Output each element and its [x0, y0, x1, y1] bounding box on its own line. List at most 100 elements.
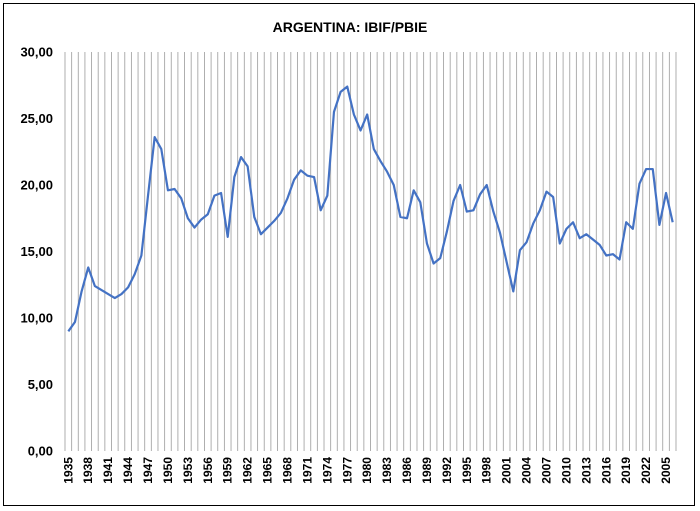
- data-point: [506, 261, 508, 263]
- data-point: [605, 254, 607, 256]
- data-point: [599, 244, 601, 246]
- data-point: [340, 91, 342, 93]
- data-point: [346, 86, 348, 88]
- x-tick-label: 1965: [261, 457, 275, 484]
- y-tick-label: 20,00: [20, 178, 53, 193]
- data-point: [433, 262, 435, 264]
- data-point: [81, 290, 83, 292]
- data-point: [87, 266, 89, 268]
- x-tick-label: 2005: [659, 457, 673, 484]
- x-tick-label: 1977: [340, 457, 354, 484]
- x-tick-label: 1989: [420, 457, 434, 484]
- y-tick-label: 5,00: [28, 377, 53, 392]
- data-point: [180, 197, 182, 199]
- x-tick-label: 1980: [360, 457, 374, 484]
- data-point: [638, 183, 640, 185]
- data-point: [227, 236, 229, 238]
- series-line: [67, 85, 674, 332]
- data-point: [453, 200, 455, 202]
- data-point: [67, 330, 69, 332]
- data-point: [406, 217, 408, 219]
- data-point: [592, 239, 594, 241]
- data-point: [459, 184, 461, 186]
- y-tick-label: 15,00: [20, 244, 53, 259]
- data-point: [439, 257, 441, 259]
- data-point: [120, 293, 122, 295]
- data-point: [260, 233, 262, 235]
- data-point: [379, 160, 381, 162]
- data-point: [565, 228, 567, 230]
- data-point: [127, 286, 129, 288]
- data-point: [326, 195, 328, 197]
- data-point: [154, 136, 156, 138]
- data-point: [333, 111, 335, 113]
- x-tick-label: 1950: [161, 457, 175, 484]
- data-point: [486, 184, 488, 186]
- x-tick-label: 1992: [440, 457, 454, 484]
- x-tick-label: 2016: [599, 457, 613, 484]
- data-point: [652, 168, 654, 170]
- x-tick-label: 1941: [101, 457, 115, 484]
- data-point: [672, 221, 674, 223]
- data-point: [619, 258, 621, 260]
- data-point: [313, 176, 315, 178]
- data-point: [625, 221, 627, 223]
- data-point: [658, 224, 660, 226]
- data-point: [612, 253, 614, 255]
- data-point: [160, 148, 162, 150]
- x-tick-label: 1935: [61, 457, 75, 484]
- data-point: [426, 243, 428, 245]
- y-tick-label: 25,00: [20, 111, 53, 126]
- gridlines: [64, 52, 677, 451]
- data-point: [446, 231, 448, 233]
- data-point: [585, 233, 587, 235]
- x-tick-label: 2004: [520, 457, 534, 484]
- data-point: [306, 175, 308, 177]
- data-point: [492, 211, 494, 213]
- x-tick-label: 1938: [81, 457, 95, 484]
- data-point: [665, 192, 667, 194]
- data-point: [360, 129, 362, 131]
- data-point: [114, 297, 116, 299]
- x-tick-label: 1953: [181, 457, 195, 484]
- x-tick-label: 1959: [221, 457, 235, 484]
- data-point: [187, 217, 189, 219]
- data-point: [393, 184, 395, 186]
- x-tick-label: 1995: [460, 457, 474, 484]
- data-point: [532, 223, 534, 225]
- x-tick-label: 1956: [201, 457, 215, 484]
- data-point: [140, 254, 142, 256]
- x-tick-label: 1971: [300, 457, 314, 484]
- data-point: [413, 189, 415, 191]
- data-point: [519, 249, 521, 251]
- data-point: [419, 201, 421, 203]
- y-axis: 0,00 5,00 10,00 15,00 20,00 25,00 30,00: [20, 45, 53, 459]
- data-point: [220, 192, 222, 194]
- x-tick-label: 2013: [579, 457, 593, 484]
- data-point: [74, 321, 76, 323]
- data-point: [579, 237, 581, 239]
- y-tick-label: 30,00: [20, 45, 53, 60]
- x-tick-label: 1986: [400, 457, 414, 484]
- data-point: [194, 227, 196, 229]
- data-point: [247, 165, 249, 167]
- data-point: [101, 289, 103, 291]
- data-point: [213, 195, 215, 197]
- chart-title: ARGENTINA: IBIF/PBIE: [273, 19, 428, 35]
- y-tick-label: 0,00: [28, 444, 53, 459]
- data-point: [300, 169, 302, 171]
- data-point: [526, 241, 528, 243]
- data-point: [107, 293, 109, 295]
- data-point: [645, 168, 647, 170]
- data-point: [353, 114, 355, 116]
- x-tick-label: 2010: [559, 457, 573, 484]
- data-point: [174, 188, 176, 190]
- data-point: [545, 191, 547, 193]
- data-point: [280, 212, 282, 214]
- data-point: [200, 219, 202, 221]
- x-tick-label: 2022: [639, 457, 653, 484]
- data-point: [373, 148, 375, 150]
- x-tick-label: 1947: [141, 457, 155, 484]
- data-point: [632, 228, 634, 230]
- data-point: [539, 209, 541, 211]
